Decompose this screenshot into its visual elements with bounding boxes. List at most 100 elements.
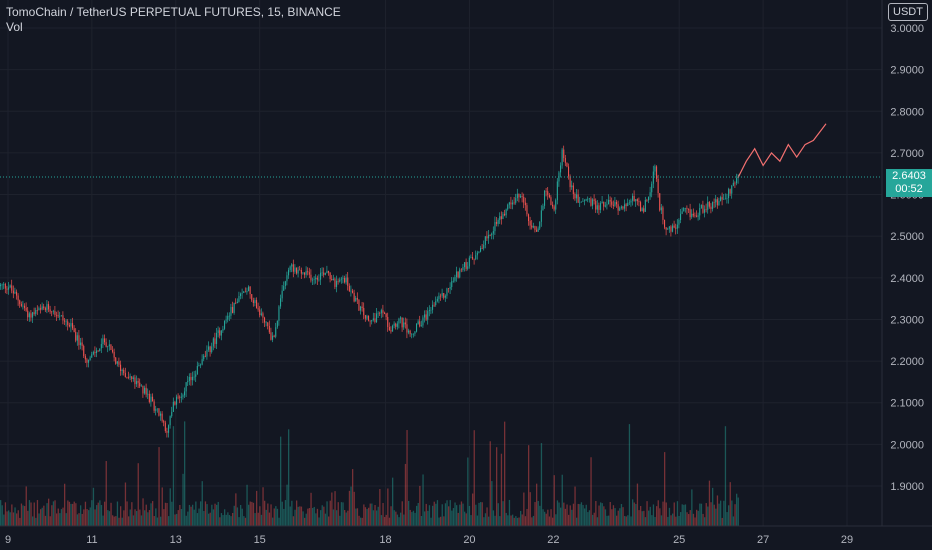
volume-bar [470,515,472,526]
symbol-title[interactable]: TomoChain / TetherUS PERPETUAL FUTURES, … [6,5,341,19]
volume-bar [648,510,650,526]
volume-bar [462,503,464,526]
candle-body [312,279,314,281]
candle-body [489,235,491,236]
candle-body [601,201,603,204]
volume-bar [580,502,583,526]
volume-bar [392,477,394,526]
forecast-path [737,123,827,179]
candle-body [116,361,118,364]
volume-bar [315,513,317,526]
candle-body [363,307,365,316]
volume-bar [214,503,216,526]
candle-body [337,281,339,282]
price-axis[interactable]: 3.00002.90002.80002.70002.60002.50002.40… [890,23,924,493]
candle-body [315,277,317,280]
price-axis-label: 2.0000 [890,439,924,451]
volume-bar [60,509,63,526]
candle-body [491,233,493,236]
candle-body [302,272,304,274]
candle-body [264,317,266,323]
candle-body [721,197,723,200]
volume-bar [91,500,93,526]
volume-indicator-label[interactable]: Vol [6,20,23,34]
candle-body [139,382,141,387]
volume-bar [476,515,479,526]
time-axis-label: 27 [757,534,769,546]
candle-body [644,199,646,212]
volume-bar [94,509,96,526]
volume-bar [603,506,605,526]
volume-bars [0,421,739,526]
candle-body [27,310,29,318]
time-axis-label: 18 [379,534,391,546]
candle-body [488,235,490,239]
volume-bar [155,508,157,526]
volume-bar [86,509,88,526]
volume-bar [158,447,160,526]
candle-body [689,209,691,218]
volume-bar [400,512,402,526]
volume-bar [288,429,290,526]
candle-body [185,382,187,392]
candle-body [587,198,589,200]
candle-body [257,308,259,310]
candle-body [76,335,78,341]
candle-body [60,315,62,316]
volume-bar [417,502,419,526]
candle-body [225,319,227,321]
candle-body [464,262,466,268]
volume-bar [635,503,637,526]
candle-body [233,302,235,313]
candle-body [504,213,506,216]
volume-bar [361,517,363,526]
volume-bar [174,514,176,526]
volume-bar [48,498,50,526]
candle-body [456,271,458,278]
volume-bar [556,500,559,526]
currency-unit-badge[interactable]: USDT [888,3,928,21]
volume-bar [664,452,666,526]
volume-bar [12,512,15,526]
volume-bar [548,516,551,526]
candle-body [449,287,451,289]
candle-body [544,190,546,206]
volume-bar [169,488,171,526]
volume-bar [582,505,584,526]
candle-body [428,310,430,312]
candle-body [16,291,18,296]
volume-bar [732,516,735,526]
volume-bar [515,516,517,526]
candle-body [108,344,110,347]
volume-bar [464,511,466,526]
candle-body [92,352,94,355]
candle-body [216,332,218,344]
candle-body [683,208,685,212]
volume-bar [625,516,627,526]
volume-bar [304,517,306,526]
candle-body [692,213,694,216]
volume-bar [660,515,663,526]
volume-bar [182,473,184,526]
volume-bar [643,510,645,526]
time-axis[interactable]: 9 11 13 15 18 20 22 25 27 29 [5,534,853,546]
candle-body [180,396,182,398]
volume-bar [350,486,352,526]
candle-body [416,324,418,332]
candle-body [179,396,181,398]
candle-body [240,293,242,296]
volume-bar [608,515,610,526]
candle-body [427,311,429,320]
candle-body [64,320,66,322]
candle-body [580,201,582,203]
candle-body [603,201,605,207]
candle-body [492,231,494,234]
candle-body [646,199,648,201]
candle-body [670,226,672,232]
volume-bar [340,502,343,526]
volume-bar [497,503,499,526]
candle-body [283,286,285,291]
price-axis-label: 3.0000 [890,23,924,35]
time-axis-label: 25 [673,534,685,546]
